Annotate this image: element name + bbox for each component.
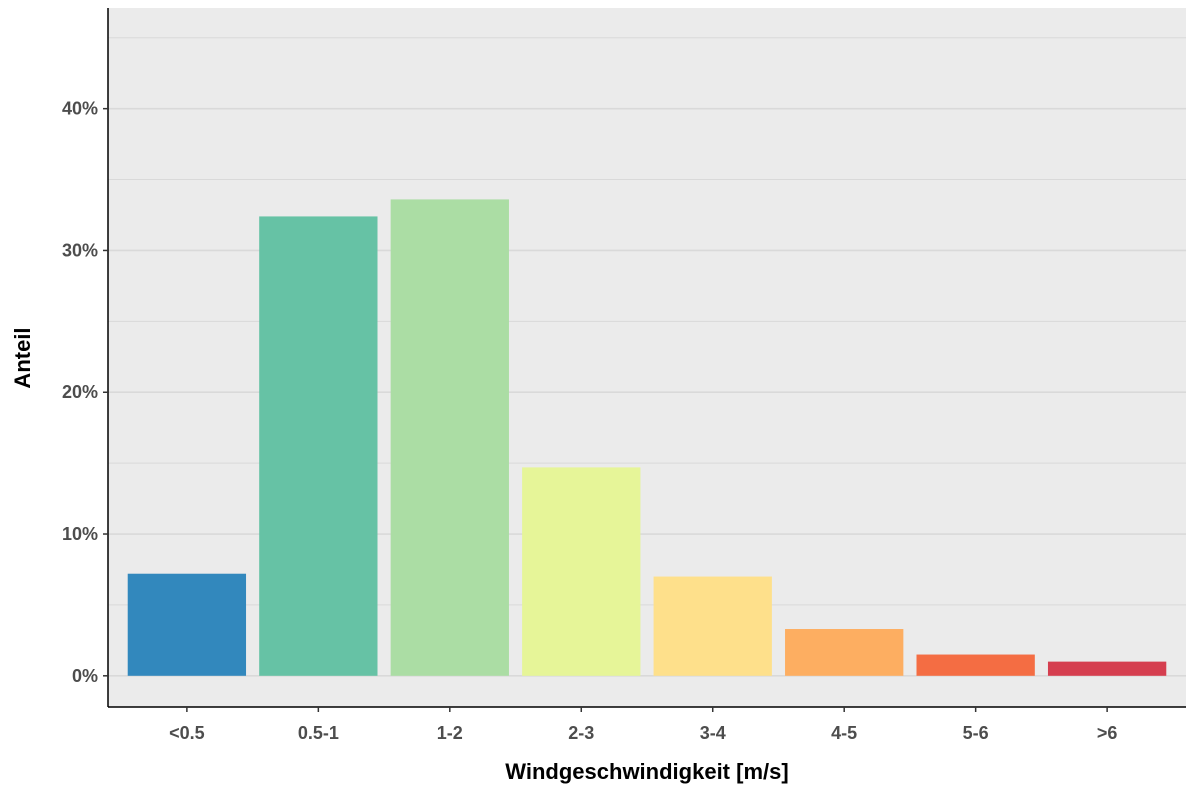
y-tick-label: 40% [62, 99, 98, 119]
y-tick-label: 30% [62, 240, 98, 260]
y-tick-label: 10% [62, 524, 98, 544]
x-tick-label: <0.5 [169, 723, 205, 743]
x-tick-label: 1-2 [437, 723, 463, 743]
x-axis-title: Windgeschwindigkeit [m/s] [505, 759, 788, 784]
x-tick-label: >6 [1097, 723, 1118, 743]
x-tick-label: 0.5-1 [298, 723, 339, 743]
x-tick-label: 4-5 [831, 723, 857, 743]
bar-0.5-1 [259, 216, 378, 676]
y-tick-label: 0% [72, 666, 98, 686]
bar-2-3 [522, 467, 641, 676]
bar-4-5 [785, 629, 904, 676]
x-axis-ticks: <0.5 0.5-1 1-2 2-3 3-4 4-5 5-6 >6 [169, 707, 1117, 743]
bar-3-4 [653, 576, 772, 676]
y-axis-ticks: 0% 10% 20% 30% 40% [62, 99, 108, 686]
y-axis-title: Anteil [10, 327, 35, 388]
bars [127, 199, 1167, 676]
x-tick-label: 5-6 [963, 723, 989, 743]
bar-<0.5 [127, 573, 247, 676]
x-tick-label: 2-3 [568, 723, 594, 743]
bar-5-6 [916, 654, 1035, 676]
bar-1-2 [390, 199, 509, 676]
y-tick-label: 20% [62, 382, 98, 402]
x-tick-label: 3-4 [700, 723, 726, 743]
bar->6 [1047, 661, 1167, 676]
